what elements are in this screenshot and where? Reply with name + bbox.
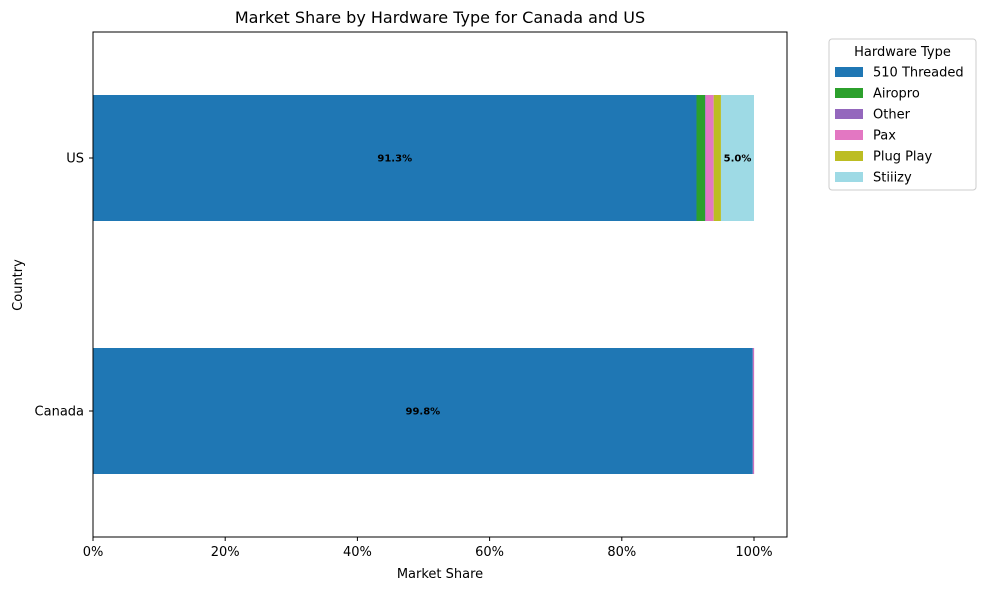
y-tick-label-canada: Canada [35,405,84,420]
legend-label-airopro: Airopro [873,87,920,102]
bar-canada-510-threaded [93,348,753,474]
x-tick-label: 0% [83,545,104,560]
legend-label-stiiizy: Stiiizy [873,171,912,186]
x-tick-label: 100% [735,545,772,560]
x-axis-label: Market Share [397,567,483,582]
bar-canada-other [752,348,754,474]
bars-group [93,95,755,474]
x-tick-label: 60% [475,545,504,560]
legend-swatch-plug-play [835,151,863,161]
x-tick-label: 80% [607,545,636,560]
legend-label-other: Other [873,108,911,123]
bar-us-other [705,95,706,221]
bar-us-pax [705,95,714,221]
bar-us-airopro [696,95,706,221]
legend-title: Hardware Type [854,45,951,60]
plot-area: 91.3% 5.0% 99.8% [92,31,788,538]
bar-us-stiiizy [720,95,754,221]
y-tick-label-us: US [66,152,84,167]
x-tick-label: 20% [211,545,240,560]
legend: Hardware Type 510 Threaded Airopro Other Pa… [828,38,977,191]
data-label-us-stiiizy: 5.0% [724,154,752,165]
y-axis: US Canada [35,152,93,420]
plot-frame [92,31,788,538]
legend-label-510-threaded: 510 Threaded [873,66,964,81]
bar-us-510-threaded [93,95,697,221]
legend-frame [828,38,977,191]
legend-swatch-510-threaded [835,67,863,77]
legend-swatch-airopro [835,88,863,98]
y-axis-label: Country [11,259,26,311]
legend-swatch-stiiizy [835,172,863,182]
x-tick-label: 40% [343,545,372,560]
legend-entries: 510 Threaded Airopro Other Pax Plug Play Stii… [835,66,964,186]
chart-title: Market Share by Hardware Type for Canada… [235,8,645,27]
data-label-canada-510-threaded: 99.8% [405,407,440,418]
data-label-us-510-threaded: 91.3% [377,154,412,165]
x-axis: 0% 20% 40% 60% 80% 100% [83,537,773,560]
legend-label-pax: Pax [873,129,896,144]
legend-swatch-pax [835,130,863,140]
bar-canada-pax [753,348,755,474]
legend-swatch-other [835,109,863,119]
data-labels-group: 91.3% 5.0% 99.8% [377,154,751,418]
legend-label-plug-play: Plug Play [873,150,932,165]
bar-us-plug-play [713,95,721,221]
